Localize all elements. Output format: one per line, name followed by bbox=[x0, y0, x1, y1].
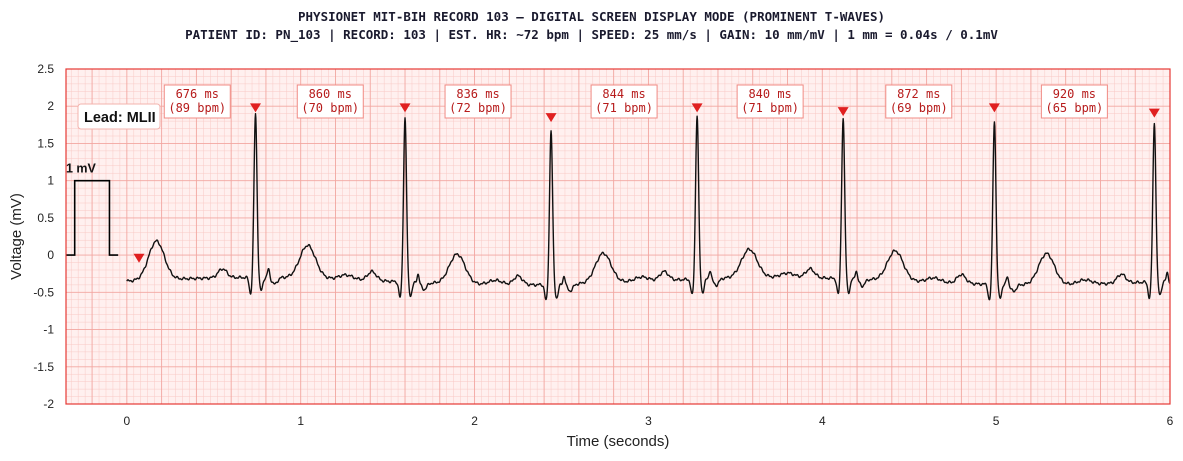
x-axis-ticks: 0 1 2 3 4 5 6 bbox=[124, 414, 1174, 428]
lead-label-background bbox=[77, 103, 161, 130]
rr-annotation-box bbox=[163, 84, 231, 119]
rr-interval-ms: 872 ms bbox=[897, 87, 940, 101]
calibration-pulse bbox=[66, 179, 119, 256]
rr-annotation-box bbox=[590, 84, 658, 119]
y-tick-label: 1 bbox=[47, 174, 54, 188]
x-axis-label: Time (seconds) bbox=[567, 433, 670, 450]
y-tick-label: -1 bbox=[43, 323, 54, 337]
y-tick-label: 2 bbox=[47, 99, 54, 113]
r-peak-marker bbox=[399, 103, 411, 113]
lead-label: Lead: MLII bbox=[84, 110, 156, 126]
y-tick-label: -1.5 bbox=[33, 360, 54, 374]
rr-interval-bpm: (72 bpm) bbox=[449, 101, 507, 115]
rr-interval-bpm: (65 bpm) bbox=[1045, 101, 1103, 115]
x-tick-label: 0 bbox=[124, 414, 131, 428]
rr-interval-bpm: (89 bpm) bbox=[168, 101, 226, 115]
rr-interval-bpm: (70 bpm) bbox=[301, 101, 359, 115]
y-tick-label: -2 bbox=[43, 397, 54, 411]
rr-annotation: 836 ms(72 bpm) bbox=[444, 84, 512, 119]
rr-annotation: 844 ms(71 bpm) bbox=[590, 84, 658, 119]
rr-annotation: 872 ms(69 bpm) bbox=[885, 84, 953, 119]
rr-interval-ms: 836 ms bbox=[456, 87, 499, 101]
rr-interval-bpm: (71 bpm) bbox=[741, 101, 799, 115]
r-peak-marker bbox=[545, 113, 557, 123]
y-tick-label: -0.5 bbox=[33, 285, 54, 299]
r-peak-marker bbox=[133, 253, 145, 263]
y-tick-label: 0 bbox=[47, 248, 54, 262]
rr-annotation: 860 ms(70 bpm) bbox=[296, 84, 364, 119]
rr-interval-ms: 920 ms bbox=[1053, 87, 1096, 101]
plot-frame bbox=[65, 68, 1171, 405]
r-peak-markers bbox=[133, 103, 1160, 263]
rr-annotations: 676 ms(89 bpm) 860 ms(70 bpm) 836 ms(72 bp… bbox=[163, 84, 1108, 119]
rr-annotation: 840 ms(71 bpm) bbox=[736, 84, 804, 119]
rr-annotation-box bbox=[1040, 84, 1108, 119]
rr-annotation-box bbox=[296, 84, 364, 119]
r-peak-marker bbox=[1148, 108, 1160, 118]
r-peak-marker bbox=[691, 103, 703, 113]
lead-label-box: Lead: MLII bbox=[77, 103, 161, 130]
r-peak-marker bbox=[250, 103, 262, 113]
y-tick-label: 2.5 bbox=[37, 62, 54, 76]
calibration-label: 1 mV bbox=[66, 162, 97, 176]
x-tick-label: 3 bbox=[645, 414, 652, 428]
x-tick-label: 4 bbox=[819, 414, 826, 428]
rr-interval-ms: 676 ms bbox=[176, 87, 219, 101]
y-tick-label: 0.5 bbox=[37, 211, 54, 225]
y-axis-ticks: -2 -1.5 -1 -0.5 0 0.5 1 1.5 2 2.5 bbox=[33, 62, 54, 411]
rr-interval-bpm: (69 bpm) bbox=[890, 101, 948, 115]
rr-annotation: 676 ms(89 bpm) bbox=[163, 84, 231, 119]
x-tick-label: 6 bbox=[1167, 414, 1174, 428]
x-tick-label: 1 bbox=[297, 414, 304, 428]
ecg-trace bbox=[126, 113, 1171, 301]
rr-interval-ms: 840 ms bbox=[748, 87, 791, 101]
rr-annotation-box bbox=[885, 84, 953, 119]
chart-title: PHYSIONET MIT-BIH RECORD 103 — DIGITAL S… bbox=[298, 9, 885, 24]
rr-interval-ms: 844 ms bbox=[602, 87, 645, 101]
x-tick-label: 2 bbox=[471, 414, 478, 428]
chart-subtitle: PATIENT ID: PN_103 | RECORD: 103 | EST. … bbox=[185, 27, 998, 42]
r-peak-marker bbox=[837, 107, 849, 117]
y-axis-label: Voltage (mV) bbox=[8, 193, 25, 280]
y-tick-label: 1.5 bbox=[37, 136, 54, 150]
x-tick-label: 5 bbox=[993, 414, 1000, 428]
rr-interval-bpm: (71 bpm) bbox=[595, 101, 653, 115]
rr-annotation-box bbox=[736, 84, 804, 119]
rr-annotation-box bbox=[444, 84, 512, 119]
rr-interval-ms: 860 ms bbox=[309, 87, 352, 101]
r-peak-marker bbox=[988, 103, 1000, 113]
plot-background bbox=[66, 69, 1170, 404]
rr-annotation: 920 ms(65 bpm) bbox=[1040, 84, 1108, 119]
